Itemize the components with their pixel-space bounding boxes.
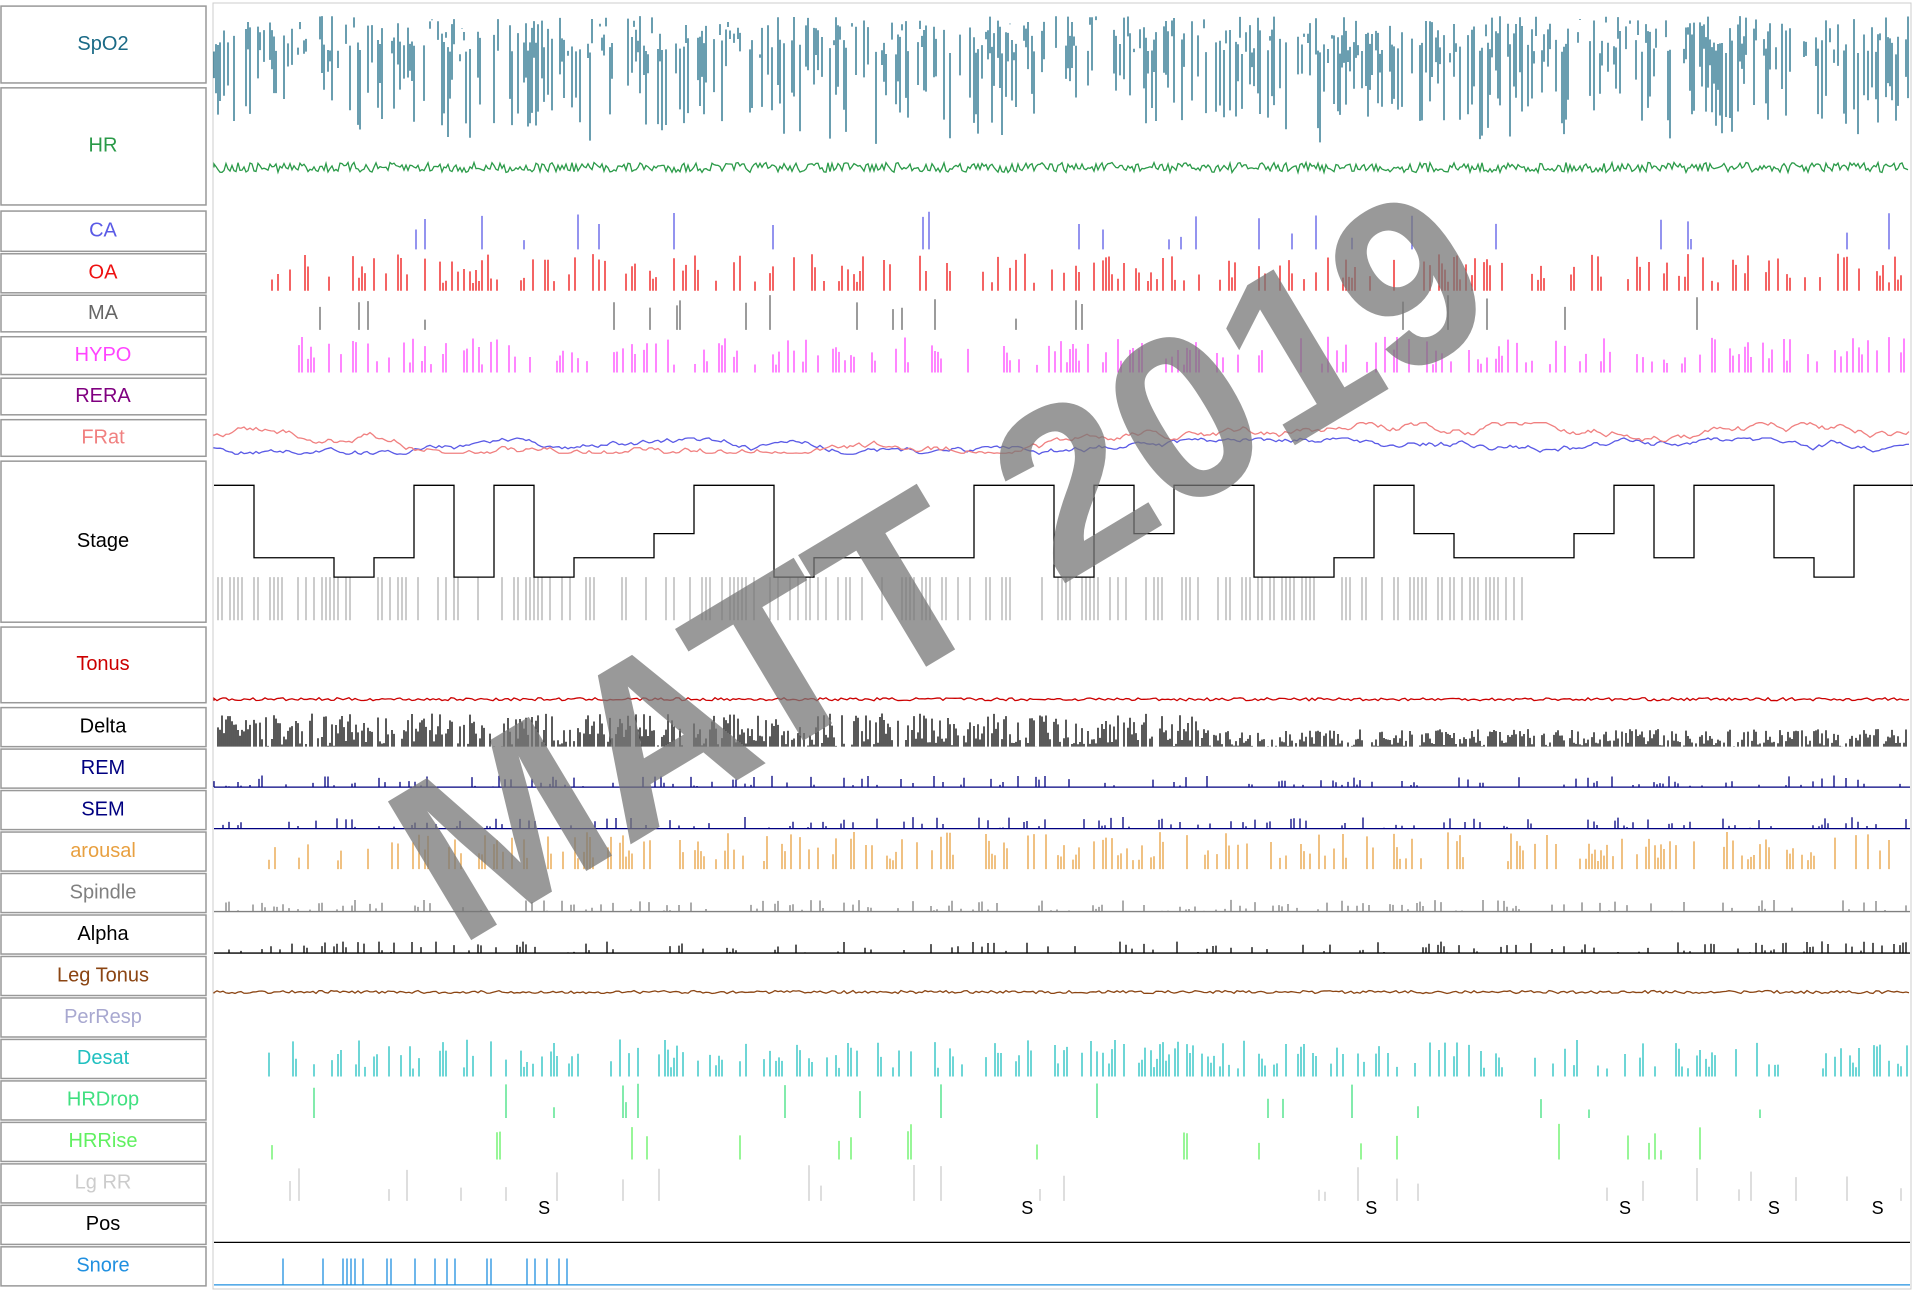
channel-label: REM — [81, 757, 125, 779]
channel-label: CA — [89, 219, 117, 241]
label-box — [0, 997, 207, 1038]
trace — [214, 899, 1910, 913]
label-box — [0, 5, 207, 84]
pos-marker: S — [1365, 1198, 1377, 1218]
label-box — [0, 1121, 207, 1163]
channel-label: Leg Tonus — [57, 964, 149, 986]
channel-label: Snore — [76, 1255, 129, 1277]
trace — [298, 336, 1905, 373]
label-box — [0, 335, 207, 376]
channel-label: Lg RR — [75, 1172, 132, 1194]
channel-label: PerResp — [64, 1006, 142, 1028]
label-box — [0, 1038, 207, 1080]
trace — [213, 421, 1910, 454]
label-box — [0, 1163, 207, 1204]
trace — [319, 295, 1698, 330]
label-box — [0, 1246, 207, 1287]
channel-label: SEM — [81, 798, 124, 820]
trace — [214, 1258, 1910, 1286]
trace — [214, 816, 1910, 830]
trace — [213, 696, 1910, 702]
channel-label: SpO2 — [77, 33, 128, 55]
channel-label: FRat — [81, 426, 125, 448]
pos-marker: S — [1021, 1198, 1033, 1218]
label-box — [0, 872, 207, 914]
pos-marker: S — [1768, 1198, 1780, 1218]
channel-label: arousal — [70, 840, 136, 862]
channel-label: Desat — [77, 1047, 130, 1069]
label-box — [0, 418, 207, 458]
trace — [313, 1083, 1761, 1118]
channel-label: RERA — [75, 385, 131, 407]
trace — [213, 437, 1910, 456]
trace — [213, 16, 1909, 144]
label-box — [0, 706, 207, 748]
label-box — [0, 1204, 207, 1246]
label-box — [0, 377, 207, 416]
label-box — [0, 87, 207, 206]
label-box — [0, 789, 207, 831]
label-box — [0, 210, 207, 253]
trace — [214, 484, 1913, 578]
channel-label: OA — [89, 262, 119, 284]
trace — [217, 713, 1907, 747]
pos-marker: S — [1872, 1198, 1884, 1218]
channel-label: HR — [89, 135, 118, 157]
trace — [268, 1039, 1908, 1077]
trace — [213, 160, 1909, 175]
trace — [217, 577, 1523, 621]
label-box — [0, 1080, 207, 1121]
channel-label: Pos — [86, 1213, 120, 1235]
trace — [213, 775, 1910, 788]
label-box — [0, 253, 207, 294]
label-box — [0, 460, 207, 623]
channel-label: Delta — [80, 715, 128, 737]
trace — [214, 941, 1910, 954]
channel-label: MA — [88, 302, 119, 324]
channel-label: Tonus — [76, 653, 129, 675]
label-box — [0, 914, 207, 955]
label-box — [0, 831, 207, 872]
trace — [213, 989, 1910, 995]
label-box — [0, 626, 207, 704]
label-box — [0, 748, 207, 789]
trace — [268, 832, 1890, 870]
channel-label: Alpha — [77, 923, 129, 945]
channel-label: HRDrop — [67, 1089, 139, 1111]
trace — [289, 1164, 1902, 1201]
trace — [271, 1123, 1701, 1160]
trace-area — [212, 2, 1912, 1290]
pos-marker: S — [1619, 1198, 1631, 1218]
trace — [415, 211, 1890, 250]
label-box — [0, 955, 207, 997]
channel-label: Stage — [77, 530, 129, 552]
trace — [271, 253, 1902, 291]
channel-label: HRRise — [69, 1130, 138, 1152]
rows: SpO2 HR CA OA MA HYPO RERA FRat Stage Tonus Delta R… — [0, 5, 1913, 1287]
label-box — [0, 294, 207, 333]
channel-label: HYPO — [75, 344, 132, 366]
channel-label: Spindle — [70, 881, 137, 903]
pos-marker: S — [538, 1198, 550, 1218]
